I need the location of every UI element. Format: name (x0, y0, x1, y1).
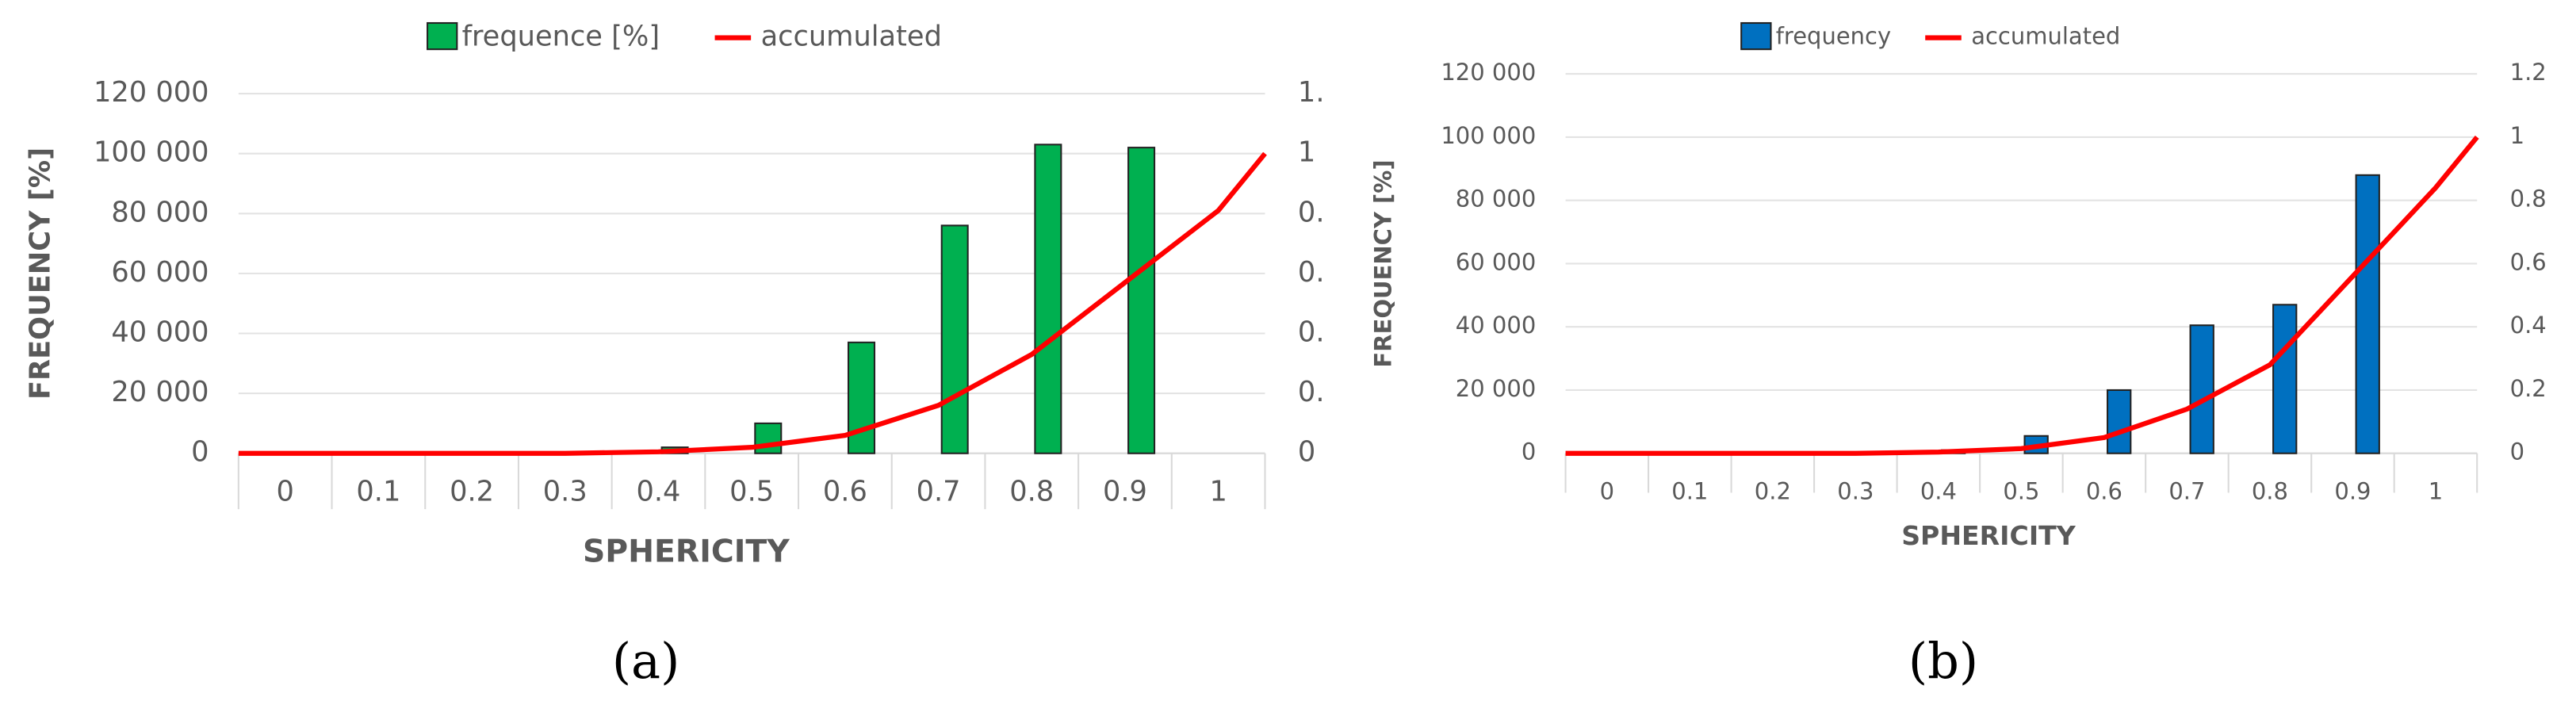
bar (2189, 324, 2214, 454)
y2-tick-label: 0.8 (2510, 186, 2547, 213)
bar (1127, 147, 1156, 454)
legend-label: frequency (1776, 23, 1891, 50)
x-tick-label: 0 (1600, 477, 1614, 504)
y2-tick-label: 0.4 (2510, 312, 2547, 339)
y-tick-label: 100 000 (94, 136, 209, 169)
x-tick-label: 0.5 (729, 475, 774, 507)
legend-label: frequence [%] (462, 21, 660, 53)
y-tick-label: 80 000 (1456, 186, 1536, 213)
y2-tick-label: 0. (1298, 376, 1325, 408)
bar (940, 224, 969, 454)
y-tick-label: 80 000 (111, 196, 209, 228)
x-tick-label: 0.4 (1920, 477, 1957, 504)
y2-tick-label: 0. (1298, 196, 1325, 228)
x-tick-label: 0.3 (1837, 477, 1874, 504)
y-axis-title: FREQUENCY [%] (24, 147, 56, 400)
x-tick-label: 0.7 (917, 475, 961, 507)
x-tick-label: 0 (277, 475, 294, 507)
x-tick-label: 1 (1209, 475, 1227, 507)
bar (1034, 144, 1062, 454)
caption: (b) (1908, 632, 1978, 690)
y2-tick-label: 1. (1298, 76, 1325, 109)
x-tick-label: 0.8 (2252, 477, 2288, 504)
x-tick-label: 0.2 (450, 475, 494, 507)
x-tick-label: 0.3 (543, 475, 588, 507)
x-tick-label: 0.1 (1671, 477, 1708, 504)
y-tick-label: 20 000 (1456, 375, 1536, 402)
x-tick-label: 0.9 (1103, 475, 1147, 507)
y-tick-label: 40 000 (111, 316, 209, 349)
y-tick-label: 60 000 (111, 256, 209, 289)
y2-tick-label: 0.2 (2510, 375, 2547, 402)
x-tick-label: 1 (2429, 477, 2443, 504)
y-tick-label: 0 (1521, 438, 1536, 465)
x-axis-title: SPHERICITY (1901, 520, 2076, 551)
x-tick-label: 0.9 (2334, 477, 2371, 504)
y2-tick-label: 1 (1298, 136, 1315, 169)
x-tick-label: 0.5 (2003, 477, 2039, 504)
y-axis-title: FREQUENCY [%] (1370, 159, 1397, 367)
y2-tick-label: 0. (1298, 316, 1325, 349)
legend-label: accumulated (761, 21, 942, 53)
caption: (a) (612, 632, 680, 690)
y2-tick-label: 0 (2510, 438, 2524, 465)
y-tick-label: 60 000 (1456, 248, 1536, 275)
bar (847, 341, 876, 454)
x-tick-label: 0.7 (2168, 477, 2205, 504)
y2-tick-label: 0 (1298, 436, 1315, 469)
bar (754, 422, 783, 454)
y-tick-label: 0 (191, 436, 209, 469)
bar (2272, 304, 2298, 454)
accumulated-line (238, 151, 1267, 456)
accumulated-line (1565, 135, 2479, 456)
y-tick-label: 100 000 (1441, 122, 1536, 149)
legend-swatch (1740, 21, 1772, 51)
y2-tick-label: 1.2 (2510, 59, 2547, 86)
x-tick-label: 0.6 (2086, 477, 2122, 504)
x-tick-label: 0.1 (356, 475, 400, 507)
legend-label: accumulated (1971, 23, 2120, 50)
x-tick-label: 0.4 (636, 475, 680, 507)
y-tick-label: 120 000 (1441, 59, 1536, 86)
y2-tick-label: 0.6 (2510, 248, 2547, 275)
y2-tick-label: 0. (1298, 256, 1325, 289)
y2-tick-label: 1 (2510, 122, 2524, 149)
x-tick-label: 0.6 (823, 475, 867, 507)
y-tick-label: 40 000 (1456, 312, 1536, 339)
y-tick-label: 120 000 (94, 76, 209, 109)
x-axis-title: SPHERICITY (583, 534, 790, 570)
bar (2355, 174, 2380, 454)
bar (2107, 389, 2132, 454)
legend-swatch (427, 21, 458, 51)
x-tick-label: 0.2 (1755, 477, 1791, 504)
x-tick-label: 0.8 (1009, 475, 1054, 507)
y-tick-label: 20 000 (111, 376, 209, 408)
